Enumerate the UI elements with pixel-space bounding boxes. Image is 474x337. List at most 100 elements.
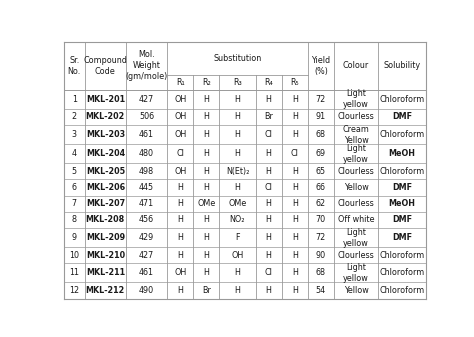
Text: MKL-206: MKL-206: [86, 183, 125, 192]
Text: H: H: [235, 95, 240, 104]
Text: H: H: [177, 251, 183, 260]
Text: Clourless: Clourless: [337, 113, 374, 121]
Text: H: H: [266, 215, 272, 224]
Text: H: H: [203, 130, 209, 139]
Text: 427: 427: [139, 251, 154, 260]
Text: Light
yellow: Light yellow: [343, 144, 369, 164]
Text: R₁: R₁: [176, 78, 184, 87]
Text: 90: 90: [316, 251, 326, 260]
Text: 66: 66: [316, 183, 326, 192]
Text: 445: 445: [139, 183, 154, 192]
Text: H: H: [266, 95, 272, 104]
Text: F: F: [235, 233, 240, 242]
Text: 62: 62: [316, 199, 326, 208]
Text: 427: 427: [139, 95, 154, 104]
Text: Cl: Cl: [176, 149, 184, 158]
Text: MKL-202: MKL-202: [86, 113, 125, 121]
Text: MKL-208: MKL-208: [86, 215, 125, 224]
Text: DMF: DMF: [392, 113, 412, 121]
Text: H: H: [292, 183, 298, 192]
Text: H: H: [203, 167, 209, 176]
Text: NO₂: NO₂: [230, 215, 245, 224]
Text: Compound
Code: Compound Code: [83, 56, 128, 76]
Text: 9: 9: [72, 233, 77, 242]
Text: 480: 480: [139, 149, 154, 158]
Text: Substitution: Substitution: [213, 54, 262, 63]
Text: H: H: [203, 233, 209, 242]
Text: DMF: DMF: [392, 215, 412, 224]
Text: 69: 69: [316, 149, 326, 158]
Text: H: H: [292, 251, 298, 260]
Text: H: H: [292, 113, 298, 121]
Text: 6: 6: [72, 183, 77, 192]
Text: 12: 12: [69, 286, 79, 295]
Text: H: H: [292, 233, 298, 242]
Text: Chloroform: Chloroform: [379, 167, 425, 176]
Text: OH: OH: [231, 251, 244, 260]
Text: Cream
Yellow: Cream Yellow: [343, 125, 369, 145]
Text: H: H: [266, 286, 272, 295]
Text: Light
yellow: Light yellow: [343, 227, 369, 248]
Text: OH: OH: [174, 95, 186, 104]
Text: H: H: [266, 149, 272, 158]
Text: H: H: [203, 149, 209, 158]
Text: Clourless: Clourless: [337, 251, 374, 260]
Text: H: H: [177, 199, 183, 208]
Text: Chloroform: Chloroform: [379, 130, 425, 139]
Text: H: H: [235, 268, 240, 277]
Text: Clourless: Clourless: [337, 167, 374, 176]
Text: 54: 54: [316, 286, 326, 295]
Text: Chloroform: Chloroform: [379, 95, 425, 104]
Text: R₅: R₅: [291, 78, 299, 87]
Text: H: H: [203, 215, 209, 224]
Text: H: H: [235, 130, 240, 139]
Text: Br: Br: [202, 286, 211, 295]
Text: H: H: [203, 268, 209, 277]
Text: 2: 2: [72, 113, 77, 121]
Text: MKL-201: MKL-201: [86, 95, 125, 104]
Text: MKL-212: MKL-212: [86, 286, 125, 295]
Text: OH: OH: [174, 130, 186, 139]
Text: H: H: [177, 183, 183, 192]
Text: 11: 11: [69, 268, 79, 277]
Text: H: H: [292, 268, 298, 277]
Text: H: H: [177, 215, 183, 224]
Text: Clourless: Clourless: [337, 199, 374, 208]
Text: H: H: [235, 113, 240, 121]
Text: 91: 91: [316, 113, 326, 121]
Text: OH: OH: [174, 167, 186, 176]
Text: 461: 461: [139, 268, 154, 277]
Text: MKL-205: MKL-205: [86, 167, 125, 176]
Text: H: H: [235, 286, 240, 295]
Text: 68: 68: [316, 268, 326, 277]
Text: 72: 72: [316, 95, 326, 104]
Text: H: H: [292, 95, 298, 104]
Text: H: H: [177, 233, 183, 242]
Text: H: H: [292, 286, 298, 295]
Text: H: H: [235, 149, 240, 158]
Text: 68: 68: [316, 130, 326, 139]
Text: Sr.
No.: Sr. No.: [68, 56, 81, 76]
Text: H: H: [235, 183, 240, 192]
Text: MKL-207: MKL-207: [86, 199, 125, 208]
Text: Cl: Cl: [291, 149, 299, 158]
Text: 3: 3: [72, 130, 77, 139]
Text: 506: 506: [139, 113, 154, 121]
Text: MKL-204: MKL-204: [86, 149, 125, 158]
Text: H: H: [266, 199, 272, 208]
Text: DMF: DMF: [392, 233, 412, 242]
Text: 456: 456: [139, 215, 154, 224]
Text: MeOH: MeOH: [389, 149, 416, 158]
Text: R₂: R₂: [202, 78, 211, 87]
Text: Yellow: Yellow: [344, 183, 368, 192]
Text: Colour: Colour: [343, 61, 369, 70]
Text: R₄: R₄: [264, 78, 273, 87]
Text: 10: 10: [69, 251, 79, 260]
Text: Yield
(%): Yield (%): [311, 56, 330, 76]
Text: 498: 498: [139, 167, 154, 176]
Text: 1: 1: [72, 95, 77, 104]
Text: Chloroform: Chloroform: [379, 268, 425, 277]
Text: H: H: [266, 167, 272, 176]
Text: 7: 7: [72, 199, 77, 208]
Text: Mol.
Weight
(gm/mole): Mol. Weight (gm/mole): [126, 50, 168, 81]
